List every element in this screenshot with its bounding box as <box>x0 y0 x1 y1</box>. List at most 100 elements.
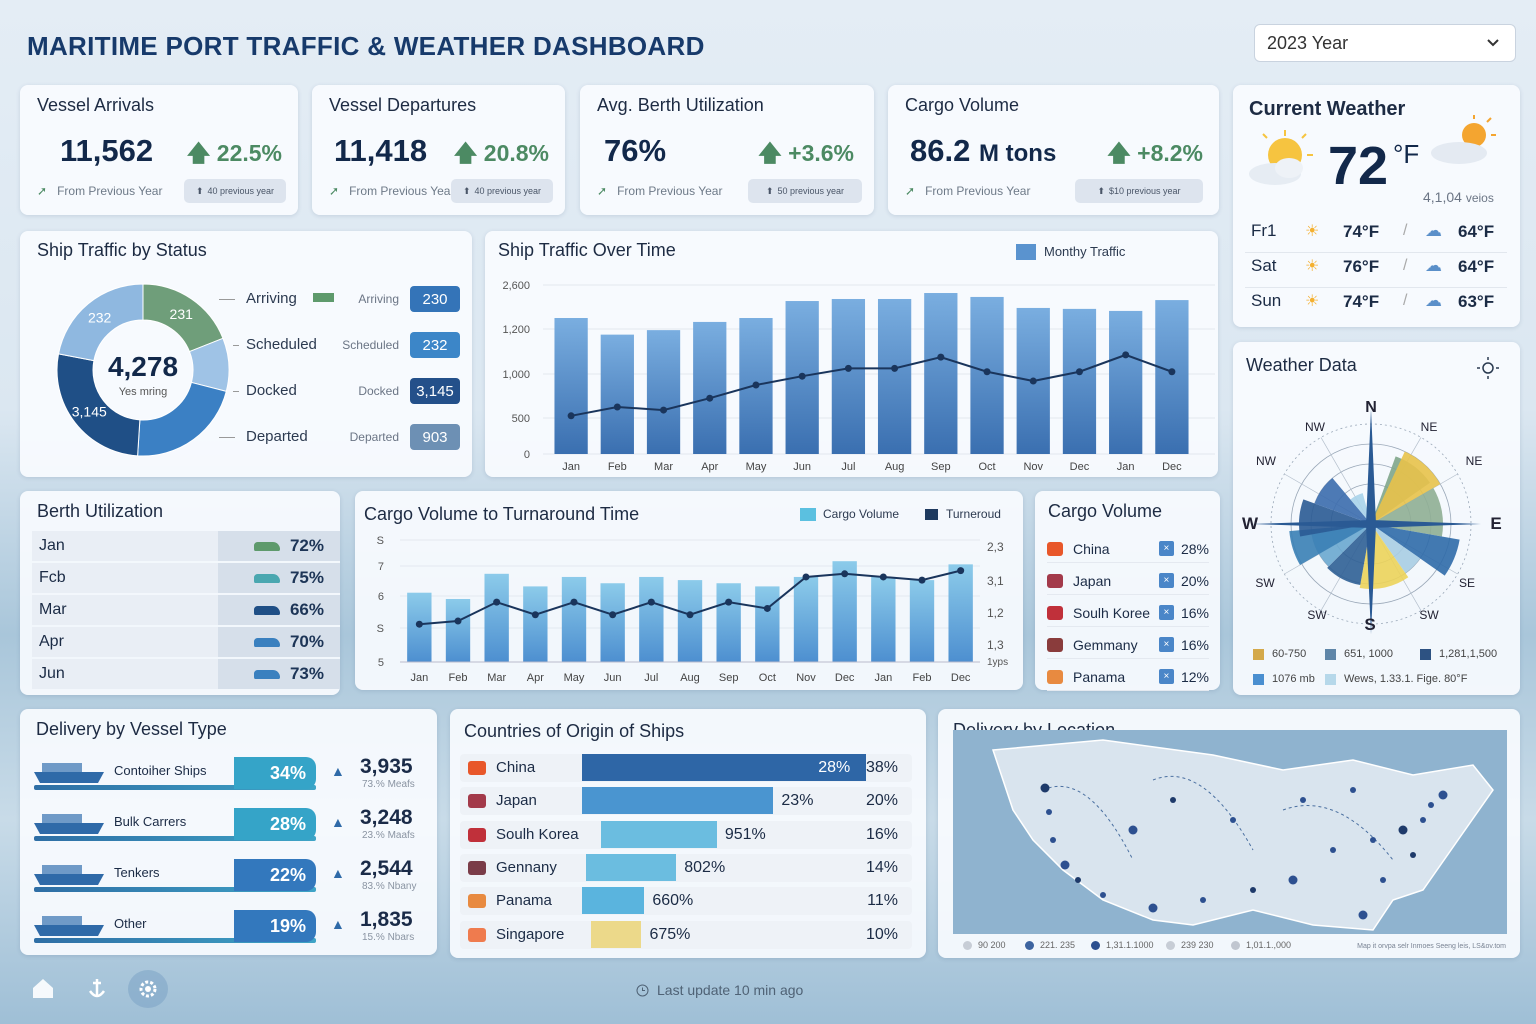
x-tick-label: Oct <box>759 672 776 684</box>
wind-legend-item: 651, 1000 <box>1325 648 1393 660</box>
kpi-title: Vessel Arrivals <box>37 95 155 115</box>
page-title: MARITIME PORT TRAFFIC & WEATHER DASHBOAR… <box>27 31 705 61</box>
wind-legend-label: 1076 mb <box>1272 673 1315 685</box>
rose-sector <box>1327 524 1371 586</box>
cargo-bar <box>909 580 935 662</box>
country-share: 20% <box>865 792 898 810</box>
x-tick-label: Dec <box>1162 461 1182 473</box>
donut-segment-label: 231 <box>170 306 194 322</box>
home-button[interactable] <box>28 973 58 1003</box>
anchor-icon <box>88 979 106 998</box>
forecast-day: Sat <box>1251 256 1277 275</box>
forecast-low: 64°F <box>1458 222 1495 241</box>
settings-sun-icon[interactable] <box>1475 356 1501 380</box>
checkbox[interactable]: × <box>1158 573 1174 588</box>
ship-traffic-time-title: Ship Traffic Over Time <box>498 240 676 260</box>
country-row: Panama 660% 11% <box>460 887 912 916</box>
rose-sector <box>1314 478 1371 524</box>
x-tick-label: Feb <box>449 672 468 684</box>
location-legend-label: 239 230 <box>1181 940 1214 950</box>
port-marker <box>1075 877 1081 883</box>
map-attribution: Map it orvpa selr Inmoes Seeng leis, LS&… <box>1357 943 1506 950</box>
checkbox[interactable]: × <box>1158 605 1174 620</box>
status-count-badge: 3,145 <box>410 378 460 404</box>
traffic-line-point <box>1122 351 1130 359</box>
weather-data-card: Weather Data N NE NE E SE SW S SW SW W NW NW 60-750… <box>1233 342 1520 695</box>
vessel-share: 22% <box>234 859 316 891</box>
x-tick-label: Dec <box>1070 461 1090 473</box>
country-flag-icon <box>1047 605 1063 620</box>
cargo-bar <box>484 573 509 662</box>
berth-row: Jun 73% <box>32 659 340 689</box>
vessel-type-title: Delivery by Vessel Type <box>36 719 227 739</box>
vessel-type-row: Bulk Carrers 28% ▲ 3,248 23.% Maafs <box>34 806 444 858</box>
vessel-sub: 83.% Nbany <box>362 881 417 892</box>
sun-icon: ☀ <box>1305 293 1320 310</box>
kpi-value: 86.2 <box>910 133 971 168</box>
checkbox[interactable]: × <box>1158 637 1174 652</box>
country-bar-value: 951% <box>724 825 766 843</box>
x-tick-label: Jan <box>410 672 428 684</box>
port-marker <box>1398 825 1408 835</box>
traffic-line-point <box>798 372 806 380</box>
vessel-count: 1,835 <box>360 908 413 931</box>
y-tick-left: 5 <box>378 657 384 669</box>
checkbox[interactable]: × <box>1158 541 1174 556</box>
vessel-bar <box>34 887 316 892</box>
traffic-line-point <box>567 412 575 420</box>
cargo-turnaround-chart: S 7 6 S 5 2,3 3,1 1,2 1,3 1yps Jan Feb Mar Apr May Jun J… <box>377 535 1008 684</box>
cargo-bar <box>600 583 625 662</box>
anchor-button[interactable] <box>84 975 110 1003</box>
location-legend-label: 90 200 <box>978 940 1006 950</box>
current-weather-card: Current Weather 72 °F 4,1,04 veios Fr1 ☀… <box>1233 85 1520 327</box>
vessel-type-row: Contoiher Ships 34% ▲ 3,935 73.% Meafs <box>34 755 444 807</box>
traffic-bar <box>554 318 588 454</box>
cargo-bar <box>445 599 471 662</box>
berth-value: 72% <box>289 536 324 555</box>
country-row: Japan 23% 20% <box>460 787 912 816</box>
traffic-bar <box>1062 308 1097 454</box>
wind-legend-item: 1076 mb <box>1253 673 1315 685</box>
settings-button[interactable] <box>128 970 168 1008</box>
x-tick-label: Apr <box>701 461 718 473</box>
country-bar-value: 802% <box>684 858 726 876</box>
cargo-bar <box>523 586 548 662</box>
turnaround-point <box>570 598 578 606</box>
cargo-row: Japan × 20% <box>1047 567 1209 595</box>
country-bar <box>582 754 867 781</box>
legend-label: Monthy Traffic <box>1044 244 1126 259</box>
compass-label: W <box>1242 514 1259 533</box>
berth-value: 70% <box>289 632 324 651</box>
country-bar-value: 23% <box>781 792 814 810</box>
checkbox[interactable]: × <box>1158 669 1174 684</box>
turnaround-point <box>957 567 965 575</box>
separator: / <box>1403 257 1408 274</box>
wind-rose-chart: N NE NE E SE SW S SW SW W NW NW <box>1242 399 1502 634</box>
status-name: Departed <box>246 428 308 445</box>
delivery-map[interactable] <box>953 730 1507 934</box>
ship-icon <box>253 637 280 647</box>
rose-sector <box>1371 524 1460 576</box>
traffic-line-point <box>1075 368 1083 376</box>
forecast-day: Fr1 <box>1251 221 1277 240</box>
cargo-share: 28% <box>1180 540 1209 557</box>
port-marker <box>1170 797 1176 803</box>
turnaround-point <box>531 611 539 619</box>
cargo-country: China <box>1073 540 1110 557</box>
country-flag-icon <box>1047 573 1063 588</box>
port-marker <box>1046 809 1052 815</box>
cargo-volume-card: Cargo Volume China × 28% Japan × 20% Soulh Kor… <box>1035 491 1220 691</box>
kpi-card: Cargo Volume 86.2 M tons 🡅 +8.2% ➚ From … <box>888 85 1219 215</box>
wave-icon: ▲ <box>331 814 345 830</box>
year-select[interactable]: 2023 Year <box>1254 24 1516 62</box>
kpi-pill: ⬆ 40 previous year <box>451 179 553 203</box>
compass-label: NE <box>1466 454 1483 468</box>
legend-swatch <box>1325 648 1336 660</box>
country-name: Japan <box>496 792 537 810</box>
cargo-bar <box>793 576 819 662</box>
wave-icon: ▲ <box>331 865 345 881</box>
donut-segment-label: 232 <box>88 310 112 326</box>
country-bar <box>582 787 774 815</box>
port-marker <box>1100 892 1106 898</box>
shipping-route <box>1042 785 1134 861</box>
